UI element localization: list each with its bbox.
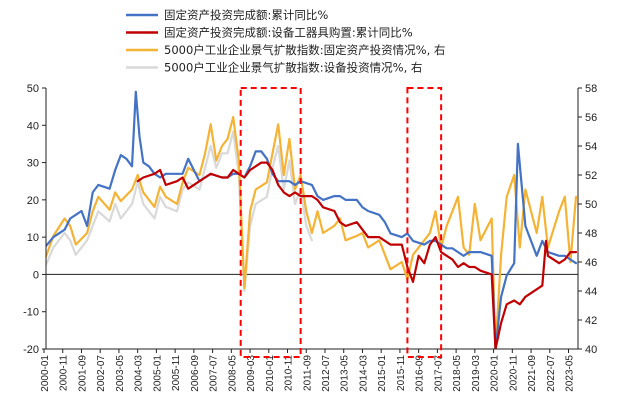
right-tick-label: 58 (585, 83, 597, 95)
left-tick-label: -20 (23, 344, 39, 356)
x-tick-label: 2015-11 (396, 355, 407, 391)
right-tick-label: 42 (585, 315, 597, 327)
x-tick-label: 2003-05 (115, 355, 126, 392)
x-tick-label: 2006-09 (190, 355, 201, 392)
x-tick-label: 2001-09 (77, 355, 88, 392)
legend-label-2: 5000户工业企业景气扩散指数:固定资产投资情况%, 右 (164, 43, 445, 57)
x-tick-label: 2016-09 (415, 355, 426, 392)
x-tick-label: 2002-07 (96, 355, 107, 392)
highlight-box-1 (406, 87, 443, 358)
x-tick-label: 2021-09 (527, 355, 538, 392)
x-tick-label: 2022-07 (546, 355, 557, 392)
x-tick-label: 2010-01 (265, 355, 276, 392)
right-tick-label: 52 (585, 170, 597, 182)
right-y-axis: 58 56 54 52 50 48 46 44 42 40 (577, 83, 597, 356)
right-tick-label: 48 (585, 228, 597, 240)
series-line-0 (46, 90, 578, 349)
x-tick-label: 2005-11 (171, 355, 182, 391)
x-tick-label: 2015-01 (377, 355, 388, 392)
legend: 固定资产投资完成额:累计同比% 固定资产投资完成额:设备工器具购置:累计同比% 50… (126, 8, 445, 75)
x-tick-label: 2020-11 (508, 355, 519, 391)
x-tick-label: 2023-05 (565, 355, 576, 392)
x-tick-label: 2004-03 (134, 355, 145, 392)
right-tick-label: 54 (585, 141, 597, 153)
right-tick-label: 44 (585, 286, 597, 298)
left-tick-label: -10 (23, 307, 39, 319)
right-tick-label: 40 (585, 344, 597, 356)
left-tick-label: 50 (27, 83, 39, 95)
left-tick-label: 10 (27, 232, 39, 244)
x-tick-label: 2008-05 (227, 355, 238, 392)
x-tick-label: 2020-01 (490, 355, 501, 392)
x-tick-label: 2005-01 (152, 355, 163, 392)
left-tick-label: 40 (27, 120, 39, 132)
x-tick-label: 2009-03 (246, 355, 257, 392)
plot-area (46, 90, 578, 349)
right-tick-label: 46 (585, 257, 597, 269)
right-tick-label: 50 (585, 199, 597, 211)
legend-label-0: 固定资产投资完成额:累计同比% (164, 8, 328, 22)
left-tick-label: 30 (27, 158, 39, 170)
x-tick-label: 2017-07 (433, 355, 444, 392)
left-tick-label: 0 (33, 269, 39, 281)
left-y-axis: 50 40 30 20 10 0 -10 -20 (23, 83, 47, 356)
series-line-1 (136, 161, 578, 349)
x-tick-label: 2000-11 (59, 355, 70, 391)
x-tick-label: 2018-05 (452, 355, 463, 392)
highlight-box-0 (239, 87, 302, 358)
x-tick-label: 2011-09 (302, 355, 313, 391)
x-tick-label: 2012-07 (321, 355, 332, 392)
x-tick-label: 2007-07 (209, 355, 220, 392)
x-tick-label: 2019-03 (471, 355, 482, 392)
x-tick-label: 2000-01 (40, 355, 51, 392)
legend-label-3: 5000户工业企业景气扩散指数:设备投资情况%, 右 (164, 61, 422, 75)
x-tick-label: 2010-11 (284, 355, 295, 391)
legend-label-1: 固定资产投资完成额:设备工器具购置:累计同比% (164, 26, 413, 40)
right-tick-label: 56 (585, 112, 597, 124)
series-line-2 (46, 115, 578, 349)
left-tick-label: 20 (27, 195, 39, 207)
highlight-boxes (239, 87, 443, 358)
x-tick-label: 2014-03 (358, 355, 369, 392)
x-axis: 2000-01 2000-11 2001-09 2002-07 2003-05 2004-… (40, 348, 578, 392)
x-tick-label: 2013-05 (340, 355, 351, 392)
